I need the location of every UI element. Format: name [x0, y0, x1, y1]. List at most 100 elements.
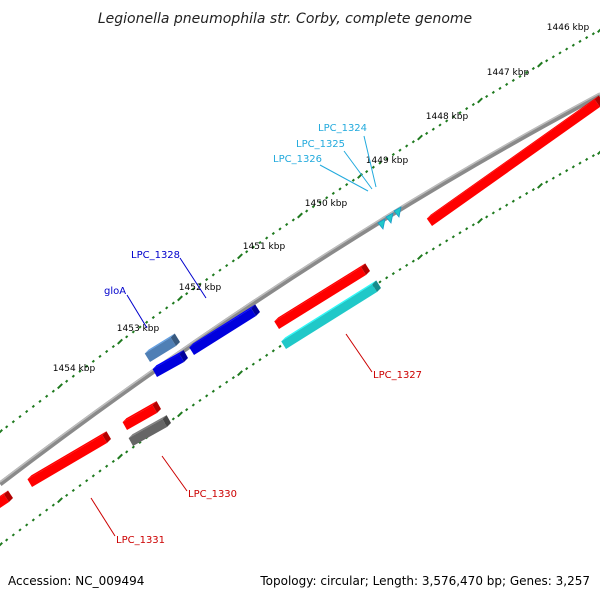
outer-tick [11, 420, 15, 424]
cds-arrow-lpc-1326[interactable] [377, 218, 386, 230]
inner-tick [105, 464, 109, 468]
outer-tick [591, 32, 595, 36]
inner-tick [271, 349, 275, 353]
outer-tick [585, 35, 589, 40]
outer-tick [91, 359, 95, 363]
gene-label-lpc-1328[interactable]: LPC_1328 [131, 250, 180, 261]
inner-tick [0, 542, 3, 547]
cds-lpc-1329-side [170, 333, 180, 346]
gene-label-lpc-1324[interactable]: LPC_1324 [318, 123, 367, 134]
cds-lpc-1327-upper-side [361, 263, 370, 275]
cds-lpc-1331-top [27, 431, 107, 480]
cds-lpc-1329-front [144, 337, 176, 362]
inner-tick [31, 518, 35, 522]
outer-tick [177, 295, 183, 302]
inner-tick [578, 161, 582, 165]
outer-tick [198, 282, 202, 286]
gene-label-gloa[interactable]: gloA [104, 286, 126, 297]
inner-tick [251, 362, 255, 366]
outer-tick [78, 369, 82, 373]
gene-features [0, 95, 600, 508]
cds-arrow-lpc-1324[interactable] [393, 206, 402, 218]
outer-tick [385, 157, 389, 161]
inner-tick [18, 528, 22, 532]
outer-tick [318, 200, 322, 204]
outer-tick [477, 97, 483, 104]
outer-tick [158, 311, 162, 315]
outer-tick [545, 59, 549, 63]
cds-arrow-lpc-1325[interactable] [385, 212, 394, 224]
map-title: Legionella pneumophila str. Corby, compl… [98, 11, 472, 27]
outer-tick [111, 344, 115, 349]
inner-tick [537, 182, 543, 189]
cds-lpc-1328-side [251, 304, 260, 316]
inner-tick [245, 367, 249, 371]
cds-lpc-1331[interactable] [27, 431, 111, 487]
cds-lpc-1327-upper[interactable] [274, 263, 370, 329]
outer-tick [565, 47, 569, 51]
inner-tick [411, 259, 415, 263]
cds-lpc-1323[interactable] [426, 95, 600, 226]
inner-tick [57, 497, 63, 504]
outer-tick [18, 414, 22, 419]
cds-lpc-1330-gray-front [128, 419, 167, 446]
outer-tick [211, 273, 215, 277]
gene-label-lpc-1325[interactable]: LPC_1325 [296, 139, 345, 150]
inner-tick [198, 398, 202, 403]
cds-gloa[interactable] [152, 350, 188, 377]
inner-tick [525, 191, 529, 196]
inner-tick [405, 263, 409, 267]
cds-lpc-1330-gray[interactable] [128, 415, 171, 446]
outer-tick [465, 107, 469, 111]
outer-tick [485, 94, 489, 99]
genome-backbone-highlight [0, 92, 600, 483]
outer-tick [351, 178, 355, 182]
cds-lpc-1328[interactable] [189, 304, 260, 355]
accession-text: Accession: NC_009494 [8, 574, 145, 588]
inner-tick [177, 411, 183, 418]
outer-tick [391, 152, 395, 157]
inner-tick [471, 223, 475, 227]
inner-tick [11, 533, 15, 537]
outer-tick [191, 287, 195, 291]
outer-tick [125, 335, 129, 339]
ruler-label-1449: 1449 kbp [366, 156, 409, 166]
outer-tick [305, 209, 309, 213]
inner-tick [25, 523, 29, 527]
cds-lpc-1330[interactable] [122, 401, 161, 430]
inner-tick [231, 376, 235, 380]
outer-tick [285, 222, 289, 227]
leader-lpc-1326 [319, 164, 369, 192]
gene-label-lpc-1330[interactable]: LPC_1330 [188, 489, 237, 500]
cds-lpc-1332-front [0, 494, 9, 508]
outer-tick [38, 399, 42, 403]
outer-tick [271, 231, 275, 236]
outer-tick [45, 394, 49, 398]
cds-lpc-1327[interactable] [281, 280, 381, 349]
cds-lpc-1328-front [189, 308, 256, 355]
outer-tick [131, 330, 135, 334]
gene-label-lpc-1331[interactable]: LPC_1331 [116, 535, 165, 546]
tick-rings [0, 28, 600, 547]
outer-tick [0, 429, 3, 434]
outer-tick [237, 253, 243, 260]
inner-tick [225, 380, 229, 384]
outer-tick [345, 183, 349, 187]
leader-lpc-1324 [363, 135, 377, 188]
inner-tick [138, 440, 142, 444]
inner-tick [458, 231, 462, 235]
ruler-label-1451: 1451 kbp [243, 242, 286, 252]
gene-label-lpc-1326[interactable]: LPC_1326 [273, 154, 322, 165]
outer-tick [445, 119, 449, 123]
outer-tick [205, 277, 209, 282]
gene-labels: LPC_1324 LPC_1325 LPC_1326 LPC_1328 gloA… [104, 123, 422, 546]
cds-lpc-1332[interactable] [0, 490, 13, 508]
outer-tick [171, 301, 175, 305]
cds-lpc-1329[interactable] [144, 333, 180, 362]
inner-tick [465, 227, 469, 231]
gene-label-lpc-1327[interactable]: LPC_1327 [373, 370, 422, 381]
inner-tick [131, 445, 135, 449]
cds-lpc-1327-upper-front [274, 267, 366, 329]
inner-tick [558, 172, 562, 177]
ruler-label-1450: 1450 kbp [305, 199, 348, 209]
